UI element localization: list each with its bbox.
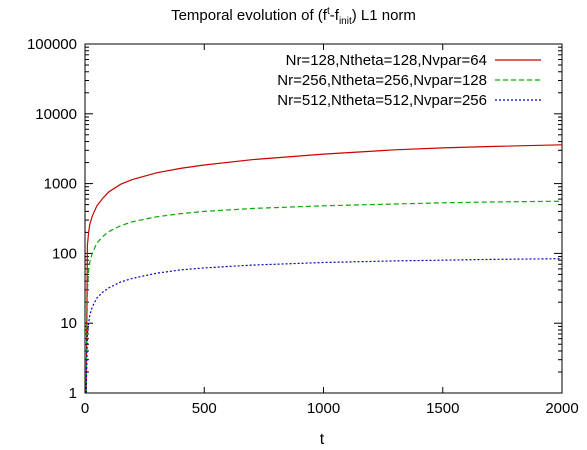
x-tick-label: 500 — [192, 400, 217, 417]
y-tick-label: 10000 — [35, 106, 77, 123]
x-tick-label: 2000 — [545, 400, 578, 417]
x-axis-ticks: 0 500 1000 1500 2000 — [81, 44, 579, 417]
legend-label-2: Nr=256,Ntheta=256,Nvpar=128 — [277, 72, 487, 89]
x-axis-label: t — [320, 431, 325, 448]
x-tick-label: 0 — [81, 400, 89, 417]
x-tick-label: 1000 — [307, 400, 340, 417]
series-line-2 — [85, 200, 563, 394]
y-axis-ticks: 1 10 100 1000 10000 100000 — [27, 36, 562, 402]
y-tick-label: 1 — [69, 385, 77, 402]
legend-label-3: Nr=512,Ntheta=512,Nvpar=256 — [277, 92, 487, 109]
y-tick-label: 100 — [52, 245, 77, 262]
y-tick-label: 10 — [60, 315, 77, 332]
x-tick-label: 1500 — [426, 400, 459, 417]
series-layer — [85, 144, 563, 394]
legend-label-1: Nr=128,Ntheta=128,Nvpar=64 — [286, 52, 487, 69]
y-tick-label: 1000 — [44, 176, 77, 193]
series-line-1 — [85, 144, 563, 394]
chart-title: Temporal evolution of (ft-finit) L1 norm — [171, 6, 416, 27]
series-line-3 — [85, 258, 563, 394]
legend: Nr=128,Ntheta=128,Nvpar=64 Nr=256,Ntheta=… — [277, 52, 541, 109]
y-tick-label: 100000 — [27, 36, 77, 53]
